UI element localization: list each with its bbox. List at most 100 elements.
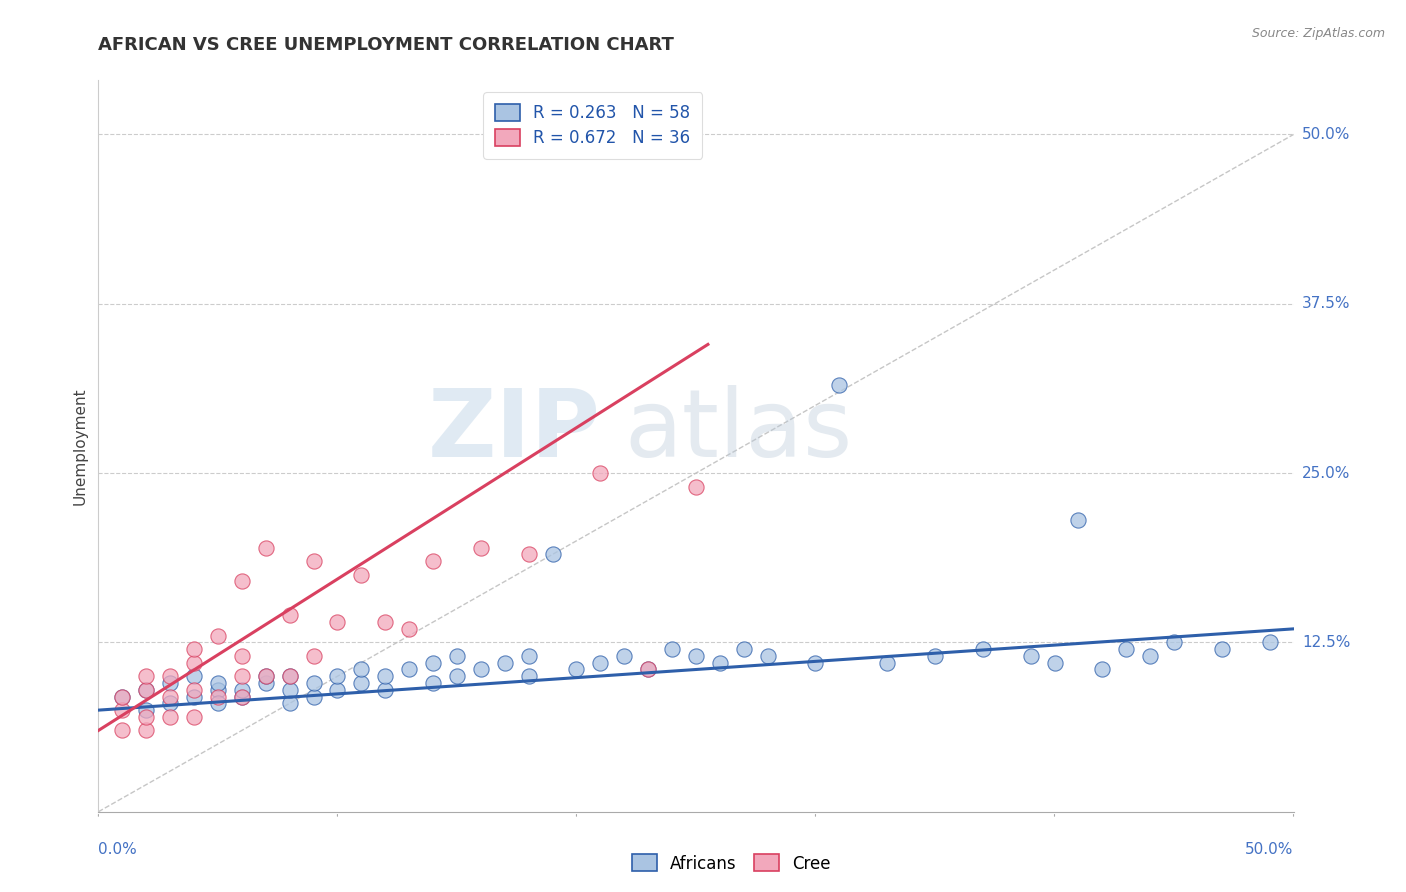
Point [637,663,659,677]
Point [924,648,946,663]
Point [135,682,157,697]
Point [374,669,396,683]
Point [828,378,851,392]
Point [756,648,779,663]
Point [517,669,540,683]
Y-axis label: Unemployment: Unemployment [72,387,87,505]
Point [374,615,396,629]
Point [278,608,301,623]
Point [159,697,181,711]
Point [159,676,181,690]
Point [254,676,277,690]
Point [207,629,229,643]
Point [135,710,157,724]
Text: 37.5%: 37.5% [1302,296,1350,311]
Point [589,466,612,480]
Point [637,663,659,677]
Point [374,682,396,697]
Point [231,690,253,704]
Text: 50.0%: 50.0% [1302,127,1350,142]
Point [1043,656,1066,670]
Point [135,682,157,697]
Point [302,676,325,690]
Legend: Africans, Cree: Africans, Cree [626,847,837,880]
Point [541,547,564,561]
Point [350,663,373,677]
Point [183,642,205,657]
Point [111,690,134,704]
Point [326,669,349,683]
Point [302,648,325,663]
Point [1115,642,1137,657]
Point [709,656,731,670]
Point [1258,635,1281,649]
Point [565,663,588,677]
Point [278,669,301,683]
Point [733,642,755,657]
Point [350,676,373,690]
Point [231,669,253,683]
Point [470,541,492,555]
Text: 0.0%: 0.0% [98,842,138,857]
Point [972,642,994,657]
Point [278,682,301,697]
Point [517,648,540,663]
Point [111,690,134,704]
Text: AFRICAN VS CREE UNEMPLOYMENT CORRELATION CHART: AFRICAN VS CREE UNEMPLOYMENT CORRELATION… [98,36,675,54]
Point [876,656,898,670]
Text: 25.0%: 25.0% [1302,466,1350,481]
Point [183,690,205,704]
Point [183,656,205,670]
Point [326,615,349,629]
Point [111,703,134,717]
Point [254,669,277,683]
Point [517,547,540,561]
Point [159,690,181,704]
Point [207,690,229,704]
Text: 50.0%: 50.0% [1246,842,1294,857]
Point [350,567,373,582]
Point [135,703,157,717]
Point [589,656,612,670]
Point [183,669,205,683]
Point [613,648,636,663]
Point [685,648,707,663]
Text: atlas: atlas [624,385,852,477]
Point [207,697,229,711]
Point [661,642,683,657]
Point [278,697,301,711]
Point [446,648,468,663]
Legend: R = 0.263   N = 58, R = 0.672   N = 36: R = 0.263 N = 58, R = 0.672 N = 36 [484,92,702,159]
Text: Source: ZipAtlas.com: Source: ZipAtlas.com [1251,27,1385,40]
Point [494,656,516,670]
Point [254,669,277,683]
Point [302,554,325,568]
Point [159,669,181,683]
Point [111,723,134,738]
Point [1139,648,1161,663]
Point [231,690,253,704]
Point [326,682,349,697]
Text: ZIP: ZIP [427,385,600,477]
Point [159,710,181,724]
Point [446,669,468,683]
Point [804,656,827,670]
Point [183,710,205,724]
Point [1067,514,1090,528]
Point [685,480,707,494]
Point [231,574,253,589]
Point [231,682,253,697]
Point [422,676,444,690]
Point [302,690,325,704]
Point [1211,642,1233,657]
Point [1163,635,1185,649]
Point [207,676,229,690]
Point [398,622,420,636]
Point [470,663,492,677]
Point [135,669,157,683]
Text: 12.5%: 12.5% [1302,635,1350,650]
Point [1091,663,1114,677]
Point [398,663,420,677]
Point [183,682,205,697]
Point [1019,648,1042,663]
